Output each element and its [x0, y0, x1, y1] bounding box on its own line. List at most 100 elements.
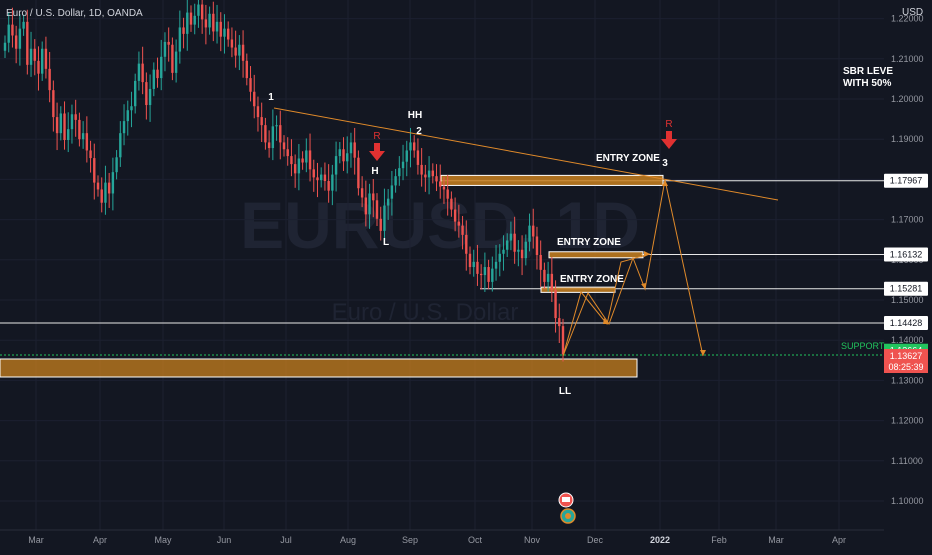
candle-body[interactable]	[323, 174, 327, 182]
candle-body[interactable]	[74, 114, 77, 120]
candle-body[interactable]	[375, 200, 379, 219]
candle-body[interactable]	[346, 153, 349, 162]
currency-label[interactable]: USD	[902, 7, 923, 18]
candle-body[interactable]	[476, 261, 479, 274]
candle-body[interactable]	[420, 164, 423, 175]
candle-body[interactable]	[171, 44, 174, 73]
price-level-tag[interactable]	[884, 315, 928, 330]
candle-body[interactable]	[264, 125, 267, 143]
candle-body[interactable]	[230, 39, 234, 48]
candle-body[interactable]	[22, 21, 25, 29]
candle-body[interactable]	[308, 150, 312, 170]
candle-body[interactable]	[271, 126, 275, 149]
candle-body[interactable]	[204, 19, 208, 28]
time-axis[interactable]: Mar Apr May Jun Jul Aug Sep Oct Nov Dec 2022 Feb Mar…	[28, 535, 846, 545]
candle-body[interactable]	[44, 48, 48, 69]
candle-body[interactable]	[405, 150, 408, 162]
candle-body[interactable]	[227, 28, 230, 40]
candle-body[interactable]	[528, 225, 531, 242]
candle-body[interactable]	[379, 218, 382, 231]
candle-body[interactable]	[301, 158, 304, 163]
candle-body[interactable]	[439, 181, 442, 187]
candle-body[interactable]	[219, 21, 222, 37]
candle-body[interactable]	[320, 174, 323, 181]
last-price-tag[interactable]	[884, 349, 928, 373]
candle-body[interactable]	[327, 181, 330, 191]
candle-body[interactable]	[546, 273, 550, 282]
candle-body[interactable]	[450, 198, 453, 210]
candle-body[interactable]	[100, 189, 103, 203]
candles[interactable]	[3, 0, 565, 362]
candle-body[interactable]	[293, 164, 297, 174]
candle-body[interactable]	[78, 119, 81, 140]
candle-body[interactable]	[107, 182, 111, 194]
candle-body[interactable]	[253, 91, 256, 107]
price-level-tag[interactable]	[884, 281, 928, 296]
candle-body[interactable]	[152, 69, 155, 89]
candle-body[interactable]	[342, 149, 345, 162]
candle-body[interactable]	[498, 253, 501, 262]
candle-body[interactable]	[41, 48, 44, 74]
candle-body[interactable]	[238, 44, 241, 56]
candle-body[interactable]	[502, 249, 505, 254]
candle-body[interactable]	[517, 249, 520, 252]
candle-body[interactable]	[543, 269, 546, 282]
candle-body[interactable]	[126, 110, 129, 122]
candle-body[interactable]	[245, 60, 248, 79]
candle-body[interactable]	[200, 4, 204, 20]
candle-body[interactable]	[104, 182, 107, 203]
candle-body[interactable]	[85, 133, 89, 151]
candle-body[interactable]	[29, 48, 33, 65]
candle-body[interactable]	[312, 169, 315, 178]
candle-body[interactable]	[416, 150, 420, 165]
candle-body[interactable]	[282, 142, 286, 150]
candle-body[interactable]	[241, 44, 245, 61]
candle-body[interactable]	[37, 60, 40, 74]
candle-body[interactable]	[18, 28, 22, 49]
candle-body[interactable]	[383, 205, 386, 231]
candle-body[interactable]	[208, 13, 211, 28]
candle-body[interactable]	[472, 261, 475, 268]
candle-body[interactable]	[506, 240, 509, 250]
candle-body[interactable]	[390, 185, 394, 199]
price-level-tag[interactable]	[884, 173, 928, 188]
candle-body[interactable]	[331, 174, 334, 191]
candle-body[interactable]	[14, 35, 18, 49]
candle-body[interactable]	[186, 12, 189, 34]
candle-body[interactable]	[33, 48, 36, 61]
candle-body[interactable]	[249, 78, 252, 92]
candle-body[interactable]	[427, 170, 431, 178]
candle-body[interactable]	[431, 170, 434, 177]
candle-body[interactable]	[524, 241, 527, 259]
candle-body[interactable]	[491, 268, 494, 282]
candle-body[interactable]	[334, 156, 338, 175]
candle-body[interactable]	[148, 88, 152, 106]
candle-body[interactable]	[398, 168, 401, 177]
candle-body[interactable]	[234, 47, 237, 56]
price-axis[interactable]: 1.10000 1.11000 1.12000 1.13000 1.14000 1.150…	[884, 14, 928, 506]
candle-body[interactable]	[52, 90, 55, 118]
candle-body[interactable]	[275, 125, 278, 127]
candle-body[interactable]	[63, 113, 66, 141]
candle-body[interactable]	[212, 13, 215, 32]
trendline[interactable]	[273, 107, 779, 201]
zone-box[interactable]	[0, 358, 638, 378]
candle-body[interactable]	[368, 193, 371, 215]
zone-box[interactable]	[440, 174, 664, 186]
candle-body[interactable]	[145, 82, 148, 106]
candle-body[interactable]	[119, 133, 122, 158]
candle-body[interactable]	[479, 273, 483, 276]
candle-body[interactable]	[7, 24, 10, 43]
candle-body[interactable]	[353, 142, 356, 158]
candle-body[interactable]	[453, 209, 457, 222]
candle-body[interactable]	[338, 149, 341, 157]
candle-body[interactable]	[550, 273, 554, 290]
candle-body[interactable]	[465, 234, 468, 254]
candle-body[interactable]	[483, 267, 487, 276]
candle-body[interactable]	[424, 174, 427, 178]
candle-body[interactable]	[11, 24, 14, 36]
event-flag-icon[interactable]	[558, 492, 574, 508]
candle-body[interactable]	[401, 161, 405, 169]
candle-body[interactable]	[494, 261, 498, 269]
